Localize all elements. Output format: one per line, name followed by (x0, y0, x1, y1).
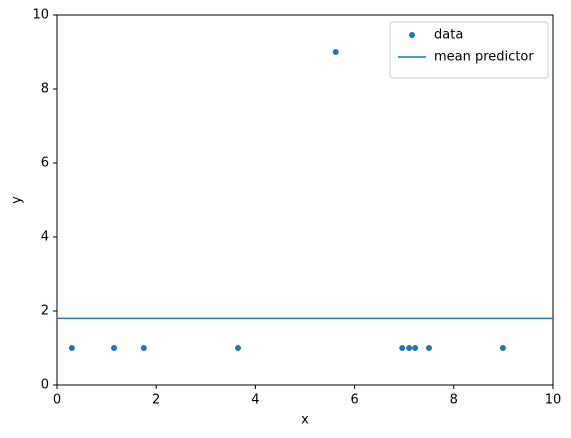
data-point (68, 345, 75, 351)
x-tick-label: 2 (152, 393, 160, 408)
data-point (140, 345, 147, 351)
legend-box (389, 21, 549, 79)
x-axis-label: x (301, 413, 309, 428)
data-point (399, 345, 406, 351)
legend-marker (409, 32, 415, 38)
y-tick-label: 8 (41, 82, 49, 97)
x-tick-label: 8 (450, 393, 458, 408)
legend-label: mean predictor (434, 50, 534, 65)
data-point (235, 345, 242, 351)
x-tick-label: 0 (53, 393, 61, 408)
data-point (426, 345, 432, 351)
y-axis-label: y (10, 196, 25, 204)
y-tick-label: 6 (41, 156, 49, 171)
y-tick-label: 10 (32, 8, 49, 23)
y-tick-label: 4 (41, 230, 49, 245)
x-tick-label: 10 (545, 393, 562, 408)
x-tick-label: 4 (251, 393, 259, 408)
legend-label: data (434, 28, 463, 43)
data-point (412, 345, 419, 351)
y-tick-label: 0 (41, 378, 49, 393)
plot-frame (56, 14, 554, 386)
x-tick-label: 6 (350, 393, 358, 408)
y-tick-label: 2 (41, 304, 49, 319)
data-point (332, 49, 339, 55)
data-point (406, 345, 413, 351)
data-point (111, 345, 118, 351)
data-point (499, 345, 506, 351)
